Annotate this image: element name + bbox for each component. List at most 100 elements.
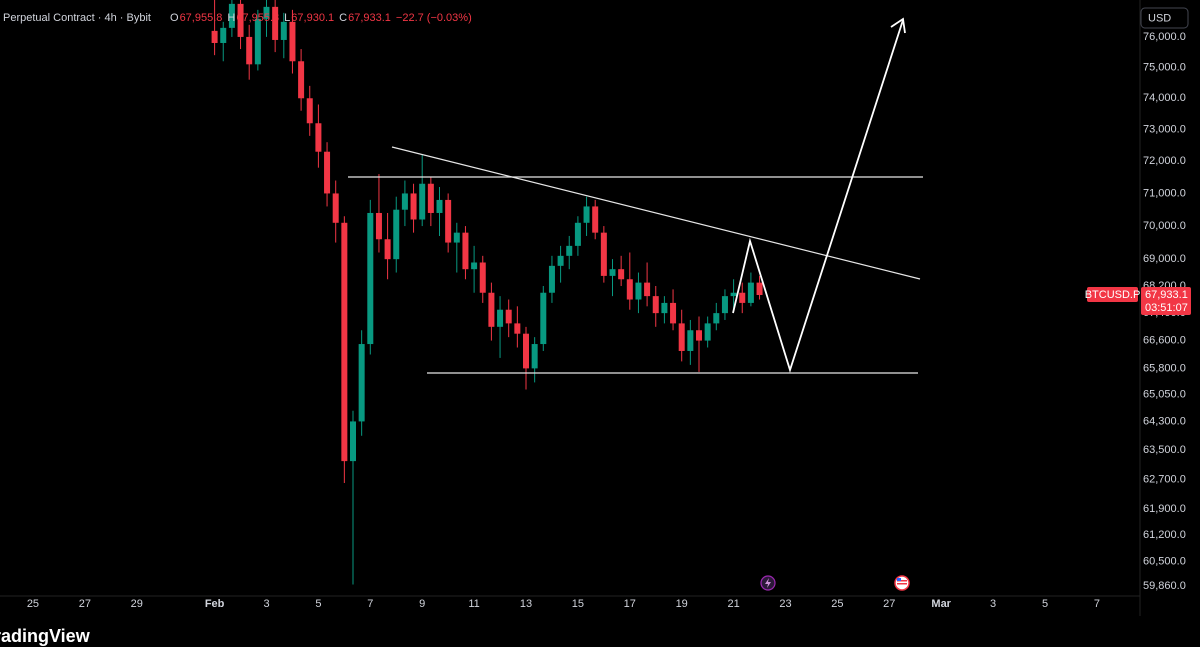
event-icon[interactable] — [760, 575, 776, 591]
candle-body — [254, 18, 261, 65]
candle-body — [687, 330, 694, 351]
y-tick-label: 73,000.0 — [1143, 123, 1186, 135]
candle-body — [445, 199, 452, 243]
legend-value: 67,955.8 — [180, 12, 223, 24]
legend-value: 67,955.8 — [236, 12, 279, 24]
candle-body — [393, 209, 400, 260]
x-tick-label: 23 — [779, 598, 791, 610]
currency-label[interactable]: USD — [1148, 12, 1171, 24]
candle-body — [670, 302, 677, 324]
candle-body — [721, 296, 728, 314]
candle-body — [315, 123, 322, 152]
candle-body — [462, 232, 469, 270]
candle-body — [497, 309, 504, 327]
y-tick-label: 71,000.0 — [1143, 187, 1186, 199]
candle-body — [384, 239, 391, 260]
x-tick-label: 9 — [419, 598, 425, 610]
y-tick-label: 72,000.0 — [1143, 155, 1186, 167]
x-tick-label: 21 — [727, 598, 739, 610]
y-tick-label: 76,000.0 — [1143, 31, 1186, 43]
candle-body — [644, 282, 651, 297]
candle-body — [583, 206, 590, 223]
candle-body — [626, 279, 633, 300]
x-tick-label: 15 — [572, 598, 584, 610]
candle-body — [289, 21, 296, 62]
x-tick-label: Mar — [931, 598, 951, 610]
candle-body — [453, 232, 460, 243]
candle-body — [358, 344, 365, 422]
candle-body — [600, 232, 607, 276]
x-tick-label: 5 — [315, 598, 321, 610]
candle-body — [350, 421, 356, 462]
legend-value: 67,933.1 — [348, 12, 391, 24]
y-tick-label: 61,200.0 — [1143, 529, 1186, 541]
candle-body — [272, 6, 279, 40]
candle-body — [523, 333, 529, 369]
legend-key: L — [284, 12, 290, 24]
instrument: Perpetual Contract · 4h · Bybit — [3, 12, 151, 24]
x-tick-label: 27 — [79, 598, 91, 610]
x-tick-label: 25 — [831, 598, 843, 610]
y-tick-label: 61,900.0 — [1143, 503, 1186, 515]
candle-body — [592, 206, 599, 233]
ohlc-legend: O 67,955.8 H 67,955.8 L 67,930.1 C 67,933.1 −22.… — [170, 12, 472, 24]
candle-body — [747, 282, 754, 303]
candle-body — [548, 265, 555, 293]
candle-body — [488, 292, 495, 327]
y-tick-label: 69,000.0 — [1143, 253, 1186, 265]
candle-body — [419, 183, 426, 220]
candle-body — [332, 193, 339, 223]
y-tick-label: 62,700.0 — [1143, 473, 1186, 485]
legend-key: O — [170, 12, 179, 24]
candle-body — [678, 323, 685, 351]
candle-body — [661, 302, 668, 314]
price-tag-bg — [1141, 287, 1191, 316]
candle-body — [635, 282, 642, 300]
candle-body — [471, 262, 478, 270]
candle-body — [436, 199, 443, 213]
x-tick-label: 13 — [520, 598, 532, 610]
candle-body — [324, 151, 331, 194]
x-tick-label: 29 — [131, 598, 143, 610]
x-tick-label: 5 — [1042, 598, 1048, 610]
currency-button[interactable] — [1140, 7, 1189, 29]
candle-body — [574, 222, 581, 246]
y-tick-label: 70,000.0 — [1143, 220, 1186, 232]
x-tick-label: 3 — [263, 598, 269, 610]
candle-body — [704, 323, 711, 341]
candle-body — [618, 269, 625, 280]
candle-body — [540, 292, 547, 345]
candle-body — [280, 21, 287, 40]
x-tick-label: 25 — [27, 598, 39, 610]
candle-body — [505, 309, 512, 324]
candle-body — [220, 27, 227, 43]
candle-body — [531, 344, 538, 369]
y-tick-label: 66,600.0 — [1143, 334, 1186, 346]
candle-body — [479, 262, 486, 293]
candle-body — [739, 292, 746, 303]
candles — [211, 0, 763, 585]
y-tick-label: 60,500.0 — [1143, 555, 1186, 567]
price-tag-label: 67,933.1 — [1145, 289, 1188, 301]
y-tick-label: 63,500.0 — [1143, 444, 1186, 456]
brand: TradingView — [0, 626, 91, 646]
legend-value: 67,930.1 — [291, 12, 334, 24]
event-icon[interactable] — [894, 575, 910, 591]
candle-body — [609, 269, 616, 276]
projection-path — [732, 19, 904, 373]
arrow-head — [890, 17, 906, 34]
candle-body — [652, 296, 659, 314]
symbol-tag-bg — [1087, 287, 1138, 303]
candle-body — [557, 255, 564, 266]
trend-line — [391, 146, 921, 280]
candle-body — [566, 245, 573, 256]
candle-body — [401, 193, 408, 210]
x-tick-label: 7 — [1094, 598, 1100, 610]
candle-body — [427, 183, 434, 213]
y-tick-label: 65,050.0 — [1143, 389, 1186, 401]
symbol-tag: BTCUSD.P — [1085, 289, 1141, 301]
drawings — [348, 17, 923, 374]
x-tick-label: 19 — [676, 598, 688, 610]
